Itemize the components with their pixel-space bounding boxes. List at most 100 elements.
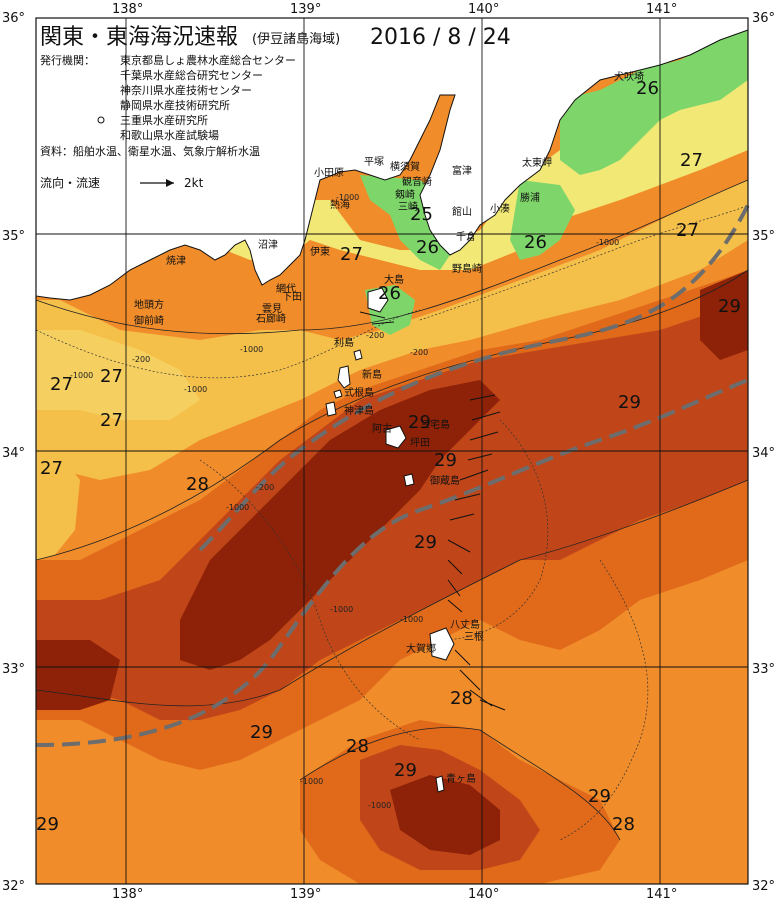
place-label: 下田 <box>282 292 302 303</box>
place-label: 式根島 <box>344 386 374 399</box>
island-aogashima <box>435 775 445 793</box>
depth-label: -1000 <box>330 605 353 614</box>
isotherm-zone-27-west-blob <box>36 455 80 560</box>
depth-label: -1000 <box>336 193 359 202</box>
current-vectors <box>359 311 506 711</box>
agency-4: 静岡県水産技術研究所 <box>120 98 230 112</box>
isotherm-zone-26-east <box>510 180 575 260</box>
isotherm-zone-30-core <box>180 380 500 670</box>
isotherm-lines <box>35 179 749 841</box>
island-toshima <box>353 349 363 361</box>
lat-label: 36° <box>752 11 775 26</box>
depth-label: -1000 <box>300 777 323 786</box>
lat-label: 33° <box>752 662 775 677</box>
depth-label: -200 <box>366 331 384 340</box>
island-shikinejima <box>333 389 343 399</box>
depth-label: -1000 <box>368 801 391 810</box>
lon-label: 138° <box>112 2 143 17</box>
island-kozushima <box>325 401 337 417</box>
place-label: 沼津 <box>258 238 278 251</box>
iso-label: 28 <box>612 814 635 835</box>
lon-label: 140° <box>468 887 499 900</box>
iso-label: 27 <box>50 374 73 395</box>
lat-label: 35° <box>2 229 25 244</box>
depth-label: -1000 <box>226 503 249 512</box>
place-label: 御前崎 <box>134 314 164 327</box>
depth-label: -200 <box>132 355 150 364</box>
graticule <box>36 18 748 884</box>
map-title: 関東・東海海況速報 <box>40 25 238 50</box>
isotherm-zone-27-southwest <box>36 330 200 420</box>
isotherm-labels: 26 27 25 26 26 27 26 27 29 27 27 27 29 2… <box>36 78 741 835</box>
place-label: 小田原 <box>314 167 344 179</box>
lat-label: 34° <box>2 446 25 461</box>
place-label: 地頭方 <box>134 298 164 311</box>
header: 関東・東海海況速報 (伊豆諸島海域) 2016 / 8 / 24 発行機関： 東… <box>40 25 511 190</box>
depth-label: -1000 <box>240 345 263 354</box>
place-label: 観音崎 <box>402 175 432 188</box>
iso-label: 29 <box>618 392 641 413</box>
place-label: 新島 <box>362 368 382 381</box>
lon-label: 141° <box>646 887 677 900</box>
lat-label: 32° <box>2 879 25 894</box>
place-label: 勝浦 <box>520 191 540 204</box>
depth-label: -200 <box>256 483 274 492</box>
iso-label: 28 <box>346 736 369 757</box>
place-label: 剱崎 <box>395 188 415 201</box>
data-sources: 資料：船舶水温、衛星水温、気象庁解析水温 <box>40 144 260 158</box>
island-hachijojima <box>429 627 455 661</box>
iso-label: 27 <box>340 244 363 265</box>
agencies-label: 発行機関： <box>40 53 95 67</box>
place-label: 伊東 <box>310 245 330 258</box>
iso-label: 28 <box>450 688 473 709</box>
island-miyakejima <box>385 425 407 449</box>
iso-label: 28 <box>186 474 209 495</box>
agency-2: 千葉県水産総合研究センター <box>120 68 263 82</box>
map-subtitle: (伊豆諸島海域) <box>252 31 340 47</box>
map-date: 2016 / 8 / 24 <box>370 25 511 50</box>
place-label: 大賀郷 <box>406 642 436 655</box>
depth-label: -1000 <box>184 385 207 394</box>
place-label: 網代 <box>276 282 296 295</box>
island-mikurajima <box>403 473 415 487</box>
lon-label: 139° <box>290 2 321 17</box>
legend-flow-label: 流向・流速 <box>40 175 100 190</box>
island-niijima <box>337 365 351 389</box>
place-label: 青ヶ島 <box>446 772 476 785</box>
iso-label: 29 <box>718 296 741 317</box>
place-label: 太東岬 <box>522 156 552 169</box>
iso-label: 27 <box>100 410 123 431</box>
depth-labels: -1000 -1000 -200 -200 -1000 -1000 -1000 … <box>70 193 619 810</box>
iso-label: 27 <box>100 366 123 387</box>
isotherm-zone-30-east <box>700 270 748 360</box>
iso-label: 29 <box>408 412 431 433</box>
agency-6: 和歌山県水産試験場 <box>120 128 219 142</box>
place-label: 野島崎 <box>452 262 482 275</box>
iso-label: 26 <box>636 78 659 99</box>
iso-label: 26 <box>378 283 401 304</box>
place-label: 三崎 <box>398 200 418 213</box>
depth-label: -1000 <box>596 238 619 247</box>
iso-label: 27 <box>680 150 703 171</box>
place-label: 熱海 <box>330 198 350 211</box>
lon-label: 140° <box>468 2 499 17</box>
lat-label: 35° <box>752 229 775 244</box>
latitude-labels-left: 36° 35° 34° 33° 32° <box>2 11 25 894</box>
island-oshima <box>367 287 389 313</box>
place-label: 大島 <box>384 273 404 286</box>
place-label: 阿古 <box>372 422 392 435</box>
isotherm-zone-30-south <box>390 775 500 855</box>
place-label: 坪田 <box>410 436 430 449</box>
lat-label: 32° <box>752 879 775 894</box>
iso-label: 25 <box>410 204 433 225</box>
iso-label: 29 <box>250 722 273 743</box>
place-label: 犬吠埼 <box>614 70 644 83</box>
place-label: 利島 <box>334 336 354 349</box>
depth-label: -1000 <box>400 615 423 624</box>
kuroshio-axis <box>35 204 750 747</box>
place-label: 小湊 <box>490 202 510 215</box>
latitude-labels-right: 36° 35° 34° 33° 32° <box>752 11 775 894</box>
agency-5: 三重県水産研究所 <box>120 113 208 127</box>
iso-label: 29 <box>434 450 457 471</box>
